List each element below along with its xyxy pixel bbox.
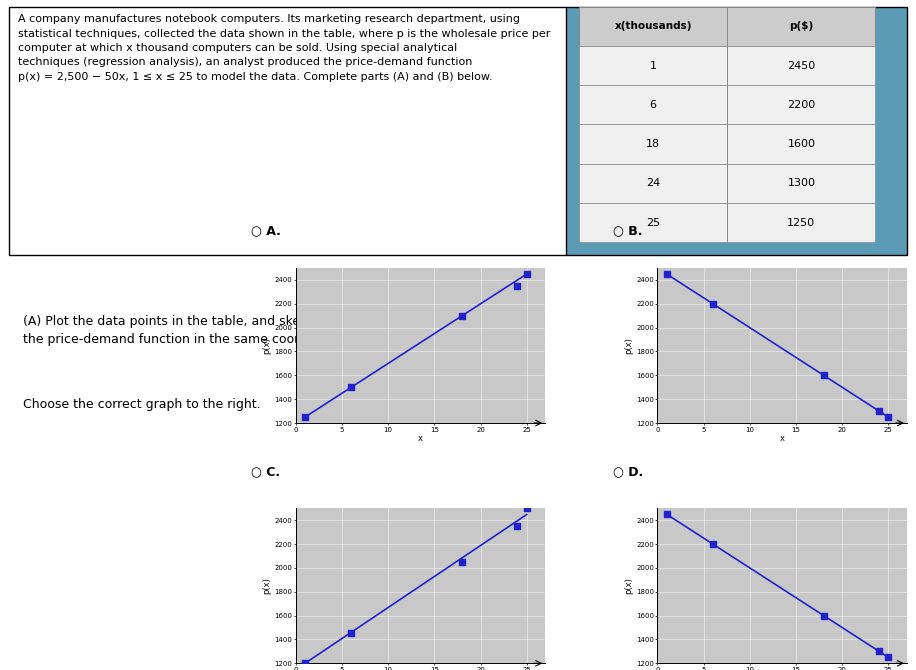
Point (705, 298, 720, 309)
X-axis label: x: x (418, 434, 423, 443)
FancyBboxPatch shape (579, 46, 876, 85)
FancyBboxPatch shape (579, 125, 876, 163)
Text: ○ C.: ○ C. (251, 465, 280, 478)
Point (510, 281, 525, 291)
FancyBboxPatch shape (579, 163, 876, 203)
Point (298, 658, 312, 669)
Text: 2450: 2450 (787, 60, 815, 70)
Text: 6: 6 (649, 100, 657, 110)
Point (298, 412, 312, 423)
Point (344, 382, 358, 393)
Text: 18: 18 (646, 139, 660, 149)
Y-axis label: p(x): p(x) (263, 578, 271, 594)
Y-axis label: p(x): p(x) (263, 337, 271, 354)
X-axis label: x: x (780, 434, 785, 443)
Text: (A) Plot the data points in the table, and sketch a graph of
the price-demand fu: (A) Plot the data points in the table, a… (23, 316, 392, 346)
FancyBboxPatch shape (579, 7, 876, 46)
Text: 1: 1 (649, 60, 657, 70)
FancyBboxPatch shape (9, 7, 566, 255)
Y-axis label: p(x): p(x) (624, 337, 633, 354)
Text: Choose the correct graph to the right.: Choose the correct graph to the right. (23, 399, 261, 411)
Point (816, 610, 831, 621)
Text: 1250: 1250 (787, 218, 815, 228)
Text: 24: 24 (646, 178, 660, 188)
Point (454, 557, 469, 567)
Point (881, 652, 896, 663)
Text: ○ A.: ○ A. (251, 224, 281, 238)
Text: 1300: 1300 (788, 178, 815, 188)
Point (705, 539, 720, 549)
Point (660, 269, 674, 279)
Y-axis label: p(x): p(x) (624, 578, 633, 594)
Point (519, 503, 534, 514)
Point (519, 269, 534, 279)
Text: ○ D.: ○ D. (613, 465, 643, 478)
Point (660, 509, 674, 520)
Text: ○ B.: ○ B. (613, 224, 642, 238)
FancyBboxPatch shape (579, 85, 876, 125)
Text: 1600: 1600 (788, 139, 815, 149)
Text: x(thousands): x(thousands) (615, 21, 692, 31)
Point (881, 412, 896, 423)
Point (872, 646, 887, 657)
Point (510, 521, 525, 531)
FancyBboxPatch shape (579, 203, 876, 243)
Text: 25: 25 (646, 218, 660, 228)
FancyBboxPatch shape (9, 7, 907, 255)
Point (816, 370, 831, 381)
Point (344, 628, 358, 639)
Text: p($): p($) (790, 21, 813, 31)
Text: A company manufactures notebook computers. Its marketing research department, us: A company manufactures notebook computer… (18, 14, 551, 82)
Point (872, 406, 887, 417)
Text: 2200: 2200 (787, 100, 815, 110)
Point (454, 310, 469, 321)
